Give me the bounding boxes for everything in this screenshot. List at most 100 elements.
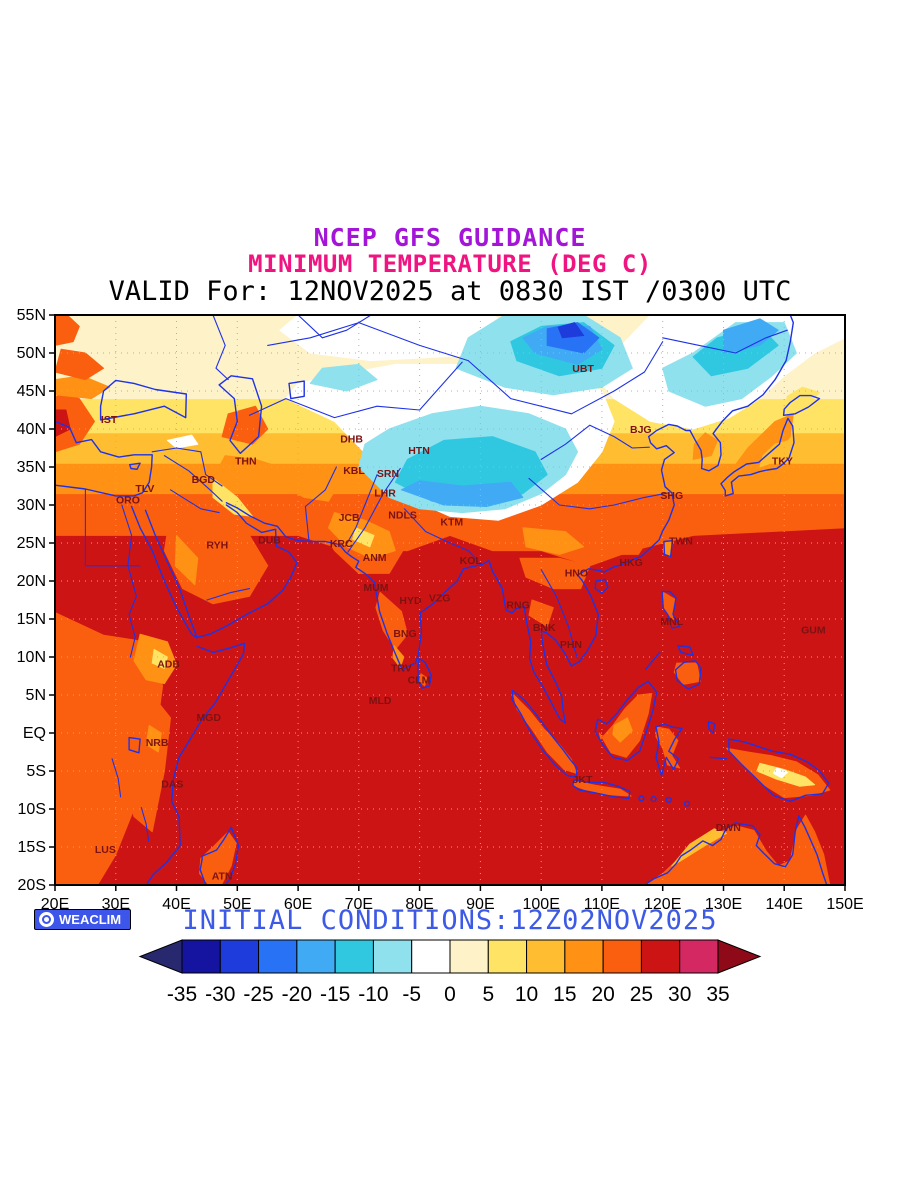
lat-label: 50N — [17, 345, 46, 362]
svg-text:-25: -25 — [243, 983, 273, 1006]
station-label-DWN: DWN — [716, 822, 741, 834]
station-label-RNG: RNG — [506, 599, 529, 611]
station-label-TWN: TWN — [669, 536, 693, 548]
station-label-HKG: HKG — [619, 557, 642, 569]
lon-label: 30E — [102, 896, 130, 913]
lat-label: 5S — [26, 763, 46, 780]
colorbar-segments — [138, 939, 762, 974]
station-label-NDLS: NDLS — [388, 510, 417, 522]
station-label-TLV: TLV — [135, 483, 154, 495]
svg-text:-20: -20 — [282, 983, 312, 1006]
field-title: MINIMUM TEMPERATURE (DEG C) — [248, 250, 652, 278]
lon-label: 60E — [284, 896, 312, 913]
svg-text:25: 25 — [630, 983, 653, 1006]
station-label-JCB: JCB — [339, 512, 360, 524]
lon-label: 80E — [405, 896, 433, 913]
lat-label: 20N — [17, 573, 46, 590]
svg-text:20: 20 — [591, 983, 614, 1006]
svg-text:5: 5 — [482, 983, 494, 1006]
footer-row: WEACLIM INITIAL CONDITIONS:12Z02NOV2025 — [0, 902, 900, 938]
temperature-field — [55, 315, 845, 885]
lat-label: 30N — [17, 497, 46, 514]
station-label-HTN: HTN — [408, 445, 430, 457]
graticule-grid — [55, 315, 845, 885]
title-block: NCEP GFS GUIDANCE MINIMUM TEMPERATURE (D… — [0, 224, 900, 305]
station-label-ATN: ATN — [212, 871, 233, 883]
station-label-MGD: MGD — [196, 712, 221, 724]
station-label-KOL: KOL — [460, 555, 483, 567]
lon-label: 130E — [705, 896, 742, 913]
lat-label: 15S — [18, 839, 46, 856]
station-label-MUM: MUM — [363, 582, 388, 594]
weaclim-logo-icon — [39, 912, 54, 927]
svg-text:15: 15 — [553, 983, 576, 1006]
weaclim-logo: WEACLIM — [34, 909, 132, 930]
station-label-IST: IST — [101, 414, 118, 426]
lon-label: 40E — [162, 896, 190, 913]
station-label-TRV: TRV — [391, 662, 412, 674]
coastlines — [55, 315, 830, 885]
lon-label: 100E — [523, 896, 560, 913]
lon-label: 20E — [41, 896, 69, 913]
lat-label: 25N — [17, 535, 46, 552]
lon-label: 90E — [466, 896, 494, 913]
colorbar: -35 -30 -25 -20 -15 -10 -5 0 5 10 15 20 25 30 35 — [100, 932, 800, 1032]
station-label-THN: THN — [235, 456, 257, 468]
station-label-LUS: LUS — [95, 844, 116, 856]
svg-text:35: 35 — [706, 983, 729, 1006]
station-label-ADB: ADB — [157, 659, 180, 671]
station-label-PHN: PHN — [560, 639, 582, 651]
station-label-BNG: BNG — [393, 628, 416, 640]
station-label-DAS: DAS — [161, 779, 183, 791]
station-label-DHB: DHB — [340, 434, 363, 446]
station-label-MLD: MLD — [369, 695, 392, 707]
lat-label: EQ — [23, 725, 46, 742]
station-label-HYD: HYD — [399, 595, 422, 607]
lat-label: 35N — [17, 459, 46, 476]
station-label-SHG: SHG — [660, 490, 683, 502]
colorbar-tick-labels: -35 -30 -25 -20 -15 -10 -5 0 5 10 15 20 25 30 35 — [167, 983, 730, 1006]
station-label-BNK: BNK — [533, 622, 556, 634]
station-label-MNL: MNL — [660, 616, 683, 628]
weaclim-logo-text: WEACLIM — [59, 912, 122, 927]
station-label-KBL: KBL — [343, 465, 365, 477]
initial-conditions-text: INITIAL CONDITIONS:12Z02NOV2025 — [182, 905, 718, 936]
svg-text:0: 0 — [444, 983, 456, 1006]
station-label-ORO: ORO — [116, 494, 140, 506]
map-plot: IST THN TLV BGD ORO RYH DUB DHB KBL SRN LHR JCB NDLS… — [0, 280, 900, 940]
svg-text:-15: -15 — [320, 983, 350, 1006]
station-label-KRC: KRC — [330, 538, 353, 550]
lon-label: 50E — [223, 896, 251, 913]
lat-label: 15N — [17, 611, 46, 628]
product-title: NCEP GFS GUIDANCE — [313, 223, 587, 252]
station-labels: IST THN TLV BGD ORO RYH DUB DHB KBL SRN LHR JCB NDLS… — [95, 363, 826, 883]
axis-labels: 55N 50N 45N 40N 35N 30N 25N 20N 15N 10N 5N EQ 5S 10S 1… — [17, 307, 864, 913]
lon-label: 70E — [345, 896, 373, 913]
station-label-NRB: NRB — [146, 737, 169, 749]
svg-text:-10: -10 — [358, 983, 388, 1006]
lat-label: 10N — [17, 649, 46, 666]
lat-label: 20S — [18, 877, 46, 894]
lat-label: 40N — [17, 421, 46, 438]
station-label-HNO: HNO — [565, 567, 588, 579]
station-label-JKT: JKT — [573, 774, 593, 786]
svg-text:-35: -35 — [167, 983, 197, 1006]
svg-text:10: 10 — [515, 983, 538, 1006]
station-label-SRN: SRN — [377, 468, 399, 480]
lon-label: 150E — [826, 896, 863, 913]
valid-time-title: VALID For: 12NOV2025 at 0830 IST /0300 U… — [108, 276, 792, 307]
station-label-VZG: VZG — [429, 593, 451, 605]
station-label-LHR: LHR — [374, 488, 396, 500]
map-frame — [49, 314, 846, 891]
station-label-GUM: GUM — [801, 624, 826, 636]
station-label-UBT: UBT — [572, 363, 594, 375]
svg-text:-5: -5 — [402, 983, 421, 1006]
station-label-DUB: DUB — [258, 535, 281, 547]
station-label-BGD: BGD — [192, 474, 216, 486]
station-label-TKY: TKY — [772, 456, 793, 468]
lat-label: 55N — [17, 307, 46, 324]
lon-label: 120E — [644, 896, 681, 913]
station-label-ANM: ANM — [363, 552, 387, 564]
lon-label: 140E — [766, 896, 803, 913]
